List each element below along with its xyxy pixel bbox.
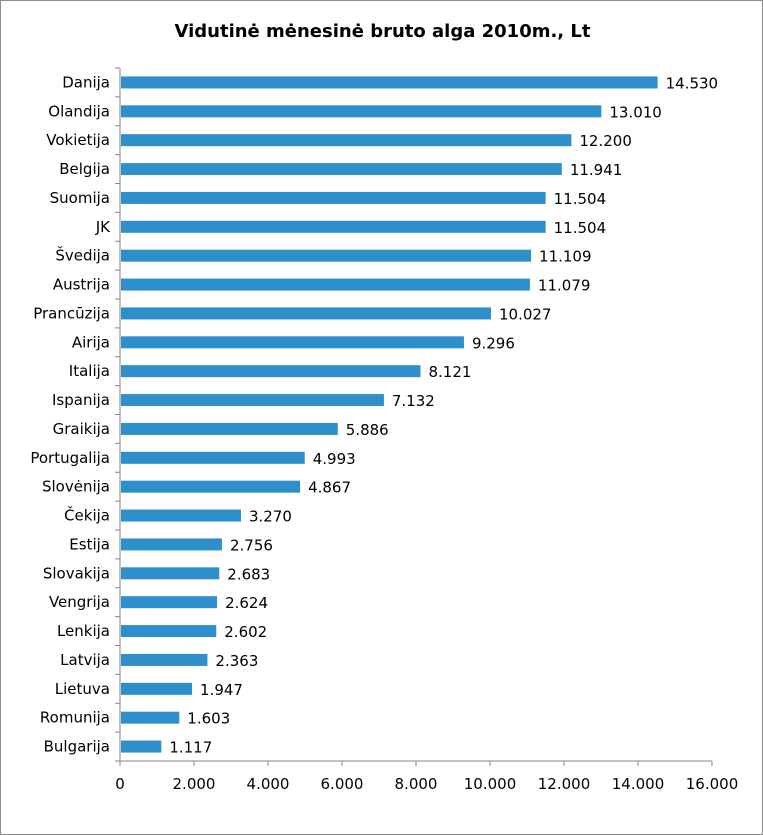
bar [121, 105, 602, 118]
x-tick-label: 16.000 [686, 775, 739, 793]
category-label: Bulgarija [44, 738, 110, 756]
bar [121, 307, 491, 320]
bar [121, 451, 305, 464]
bar [121, 596, 218, 609]
value-label: 2.624 [225, 594, 268, 612]
bar [121, 336, 464, 349]
value-label: 3.270 [249, 508, 292, 526]
bar [121, 711, 180, 724]
category-label: Slovakija [43, 564, 110, 582]
value-label: 12.200 [579, 132, 632, 150]
category-label: Austrija [53, 276, 110, 294]
value-label: 11.941 [570, 161, 623, 179]
category-label: Latvija [60, 651, 110, 669]
value-label: 11.504 [554, 219, 607, 237]
value-label: 1.117 [169, 739, 212, 757]
value-label: 14.530 [666, 74, 719, 92]
bar [121, 76, 658, 89]
category-label: JK [95, 218, 111, 236]
value-label: 11.109 [539, 248, 592, 266]
category-label: Belgija [59, 160, 110, 178]
category-label: Italija [69, 362, 110, 380]
category-label: Lietuva [55, 680, 110, 698]
chart-title: Vidutinė mėnesinė bruto alga 2010m., Lt [174, 21, 591, 42]
bar [121, 163, 562, 176]
bar [121, 567, 220, 580]
bar [121, 394, 384, 407]
x-tick-label: 2.000 [173, 775, 216, 793]
bar [121, 740, 162, 753]
category-label: Prancūzija [33, 304, 110, 322]
value-label: 2.602 [224, 623, 267, 641]
value-label: 2.756 [230, 536, 273, 554]
value-label: 4.867 [308, 479, 351, 497]
category-label: Estija [69, 535, 110, 553]
bar [121, 509, 241, 522]
bar [121, 220, 546, 233]
category-label: Portugalija [30, 449, 110, 467]
bar [121, 422, 338, 435]
value-label: 5.886 [346, 421, 389, 439]
bar [121, 653, 208, 666]
category-label: Graikija [53, 420, 110, 438]
bar [121, 365, 421, 378]
value-label: 11.079 [538, 277, 591, 295]
category-label: Švedija [55, 246, 110, 265]
bar [121, 625, 217, 638]
category-label: Ispanija [52, 391, 110, 409]
value-label: 8.121 [428, 363, 471, 381]
x-tick-label: 10.000 [464, 775, 517, 793]
x-tick-label: 4.000 [247, 775, 290, 793]
x-tick-label: 0 [115, 775, 125, 793]
value-label: 10.027 [499, 305, 552, 323]
category-label: Slovėnija [42, 478, 110, 496]
bar [121, 538, 222, 551]
value-label: 1.947 [200, 681, 243, 699]
x-tick-label: 12.000 [538, 775, 591, 793]
category-label: Vengrija [49, 593, 110, 611]
x-tick-label: 8.000 [395, 775, 438, 793]
value-label: 4.993 [313, 450, 356, 468]
value-label: 1.603 [187, 710, 230, 728]
category-label: Vokietija [46, 131, 110, 149]
category-label: Olandija [48, 102, 110, 120]
bar [121, 480, 301, 493]
value-label: 2.683 [227, 565, 270, 583]
value-label: 13.010 [609, 103, 662, 121]
category-label: Romunija [40, 709, 110, 727]
x-tick-label: 6.000 [321, 775, 364, 793]
category-label: Čekija [64, 506, 110, 525]
category-label: Suomija [50, 189, 110, 207]
bar [121, 278, 530, 291]
bar [121, 249, 532, 262]
x-tick-label: 14.000 [612, 775, 665, 793]
bar [121, 134, 572, 147]
category-label: Airija [72, 333, 110, 351]
category-label: Lenkija [57, 622, 110, 640]
category-label: Danija [62, 73, 110, 91]
value-label: 9.296 [472, 334, 515, 352]
value-label: 2.363 [215, 652, 258, 670]
bar [121, 191, 546, 204]
value-label: 11.504 [554, 190, 607, 208]
bar [121, 682, 193, 695]
value-label: 7.132 [392, 392, 435, 410]
